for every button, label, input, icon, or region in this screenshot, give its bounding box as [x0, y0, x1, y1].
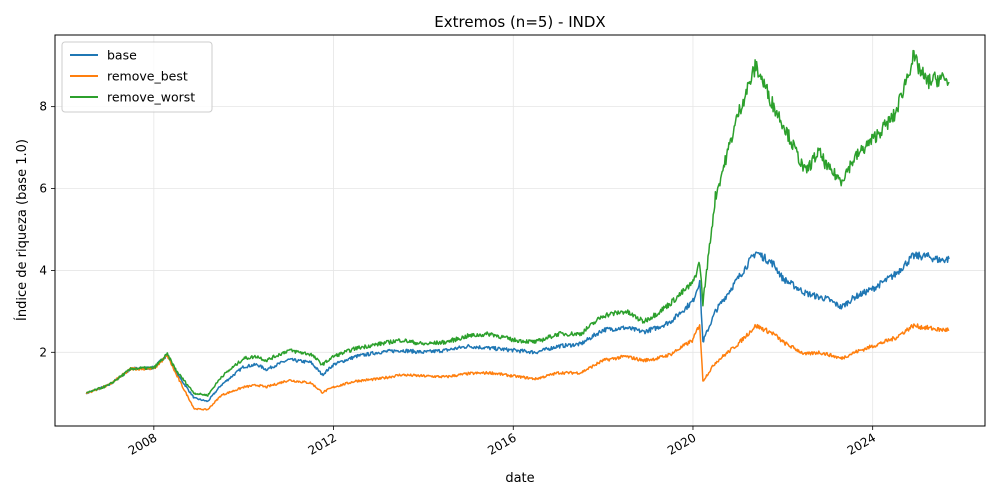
y-tick-label: 4 [39, 263, 47, 277]
x-ticks: 2008 2012 2016 2020 2024 [126, 426, 878, 458]
x-axis-label: date [505, 471, 534, 486]
legend-label-base: base [107, 48, 137, 63]
y-tick-label: 8 [39, 100, 47, 114]
x-tick-label: 2008 [126, 430, 159, 457]
y-axis-label: Índice de riqueza (base 1.0) [14, 139, 30, 321]
series-line-base [85, 251, 950, 403]
legend: base remove_best remove_worst [61, 41, 213, 113]
y-tick-label: 2 [39, 345, 47, 359]
x-tick-label: 2020 [665, 430, 698, 457]
legend-label-remove_best: remove_best [107, 69, 188, 84]
series-line-remove_best [85, 323, 950, 411]
plot-frame [54, 34, 986, 427]
x-tick-label: 2024 [845, 430, 878, 457]
y-tick-label: 6 [39, 182, 47, 196]
legend-label-remove_worst: remove_worst [107, 90, 195, 105]
y-ticks: 2 4 6 8 [39, 100, 55, 359]
legend-box [61, 41, 213, 113]
x-tick-label: 2016 [485, 430, 518, 457]
chart-title: Extremos (n=5) - INDX [434, 13, 605, 31]
series-layer [85, 49, 950, 411]
x-tick-label: 2012 [306, 430, 339, 457]
series-line-remove_worst [86, 49, 950, 397]
